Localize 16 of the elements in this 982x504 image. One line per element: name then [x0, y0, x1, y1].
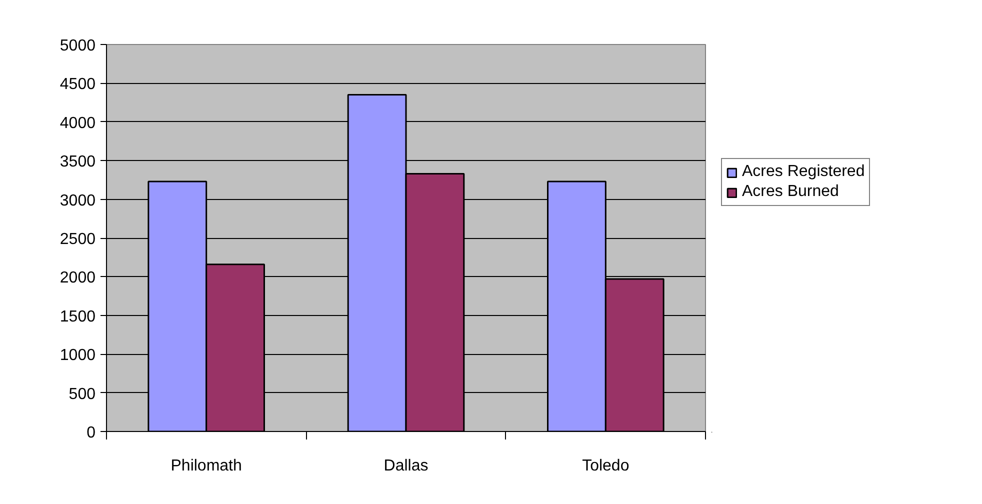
- y-tick-label: 5000: [60, 38, 96, 54]
- x-tick-label: Toledo: [582, 458, 630, 474]
- y-tick-label: 0: [86, 424, 96, 442]
- x-tick-label: Dallas: [384, 458, 428, 474]
- legend-label: Acres Burned: [742, 183, 839, 201]
- y-tick-label: 1500: [60, 308, 96, 326]
- legend-label: Acres Registered: [742, 163, 865, 181]
- y-tick-label: 4500: [60, 76, 96, 94]
- y-tick-label: 2000: [60, 270, 96, 287]
- y-tick-label: 3500: [60, 154, 96, 171]
- y-tick-label: 1000: [60, 347, 96, 364]
- y-tick-label: 500: [68, 386, 96, 403]
- y-tick-label: 2500: [60, 231, 96, 248]
- x-tick-label: Philomath: [170, 458, 242, 474]
- y-tick-label: 3000: [60, 192, 96, 210]
- y-tick-label: 4000: [60, 114, 96, 132]
